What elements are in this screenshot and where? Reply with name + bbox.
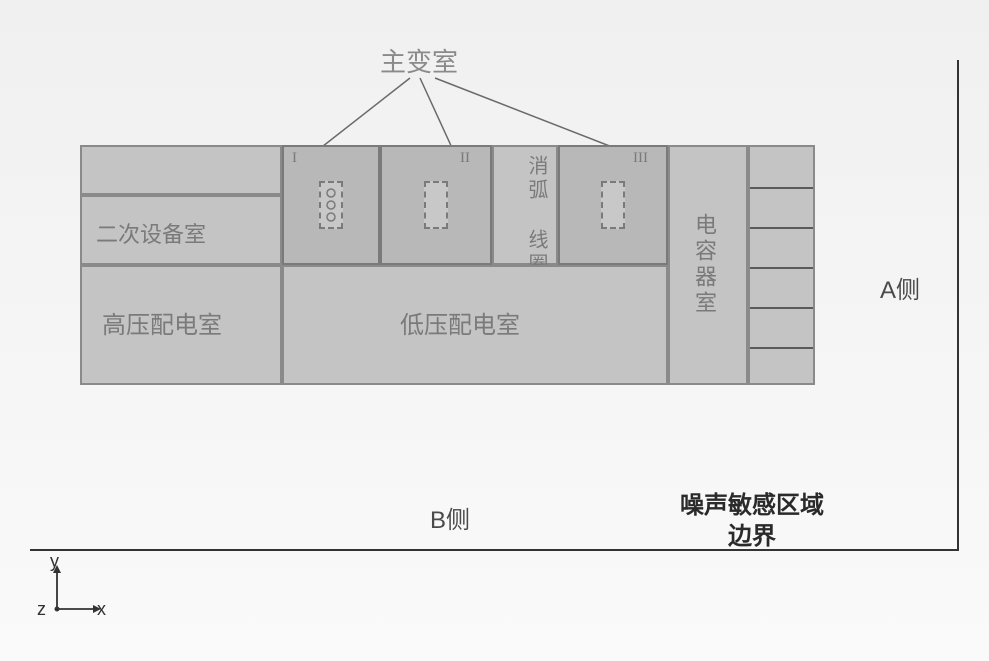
axis-indicator: y x z xyxy=(35,561,95,621)
label-side-b: B侧 xyxy=(430,500,470,535)
room-transformer-2: II xyxy=(380,145,492,265)
label-side-a: A侧 xyxy=(880,270,920,305)
transformer-2-icon xyxy=(424,181,448,229)
noise-line1: 噪声敏感区域 xyxy=(680,490,824,521)
strip-divider xyxy=(750,267,813,269)
room-transformer-3: III xyxy=(558,145,668,265)
callout-main-transformer-label: 主变室 xyxy=(380,42,458,79)
room-top-corridor xyxy=(80,145,282,195)
label-hv-distribution: 高压配电室 xyxy=(102,305,222,340)
axis-y-label: y xyxy=(50,551,59,572)
strip-divider xyxy=(750,187,813,189)
transformer-1-icon xyxy=(319,181,343,229)
label-lv-distribution: 低压配电室 xyxy=(400,305,520,340)
transformer-3-icon xyxy=(601,181,625,229)
label-capacitor: 电容器室 xyxy=(688,213,720,317)
strip-divider xyxy=(750,347,813,349)
noise-line2: 边界 xyxy=(680,521,824,552)
roman-2: II xyxy=(460,150,470,167)
axis-x-label: x xyxy=(97,599,106,620)
axis-z-label: z xyxy=(37,599,46,620)
roman-1: I xyxy=(292,150,297,167)
label-secondary-equipment: 二次设备室 xyxy=(96,217,206,249)
roman-3: III xyxy=(633,150,648,167)
room-transformer-1: I xyxy=(282,145,380,265)
floorplan-container: 二次设备室 高压配电室 I II 消弧 线圈室 III 低压配电室 电容器室 xyxy=(80,145,815,385)
room-right-strip xyxy=(748,145,815,385)
strip-divider xyxy=(750,307,813,309)
label-noise-boundary: 噪声敏感区域 边界 xyxy=(680,490,824,552)
strip-divider xyxy=(750,227,813,229)
noise-boundary-right xyxy=(957,60,959,550)
